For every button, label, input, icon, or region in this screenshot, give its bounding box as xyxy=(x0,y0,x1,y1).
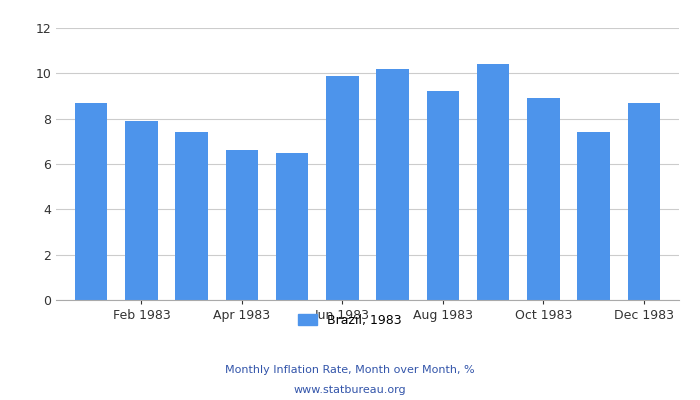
Bar xyxy=(175,132,208,300)
Bar xyxy=(276,153,309,300)
Bar xyxy=(125,121,158,300)
Text: www.statbureau.org: www.statbureau.org xyxy=(294,385,406,395)
Bar xyxy=(627,103,660,300)
Bar xyxy=(527,98,560,300)
Bar xyxy=(377,69,409,300)
Bar xyxy=(426,92,459,300)
Legend: Brazil, 1983: Brazil, 1983 xyxy=(293,309,407,332)
Bar xyxy=(326,76,358,300)
Text: Monthly Inflation Rate, Month over Month, %: Monthly Inflation Rate, Month over Month… xyxy=(225,365,475,375)
Bar xyxy=(75,103,108,300)
Bar xyxy=(477,64,510,300)
Bar xyxy=(225,150,258,300)
Bar xyxy=(578,132,610,300)
